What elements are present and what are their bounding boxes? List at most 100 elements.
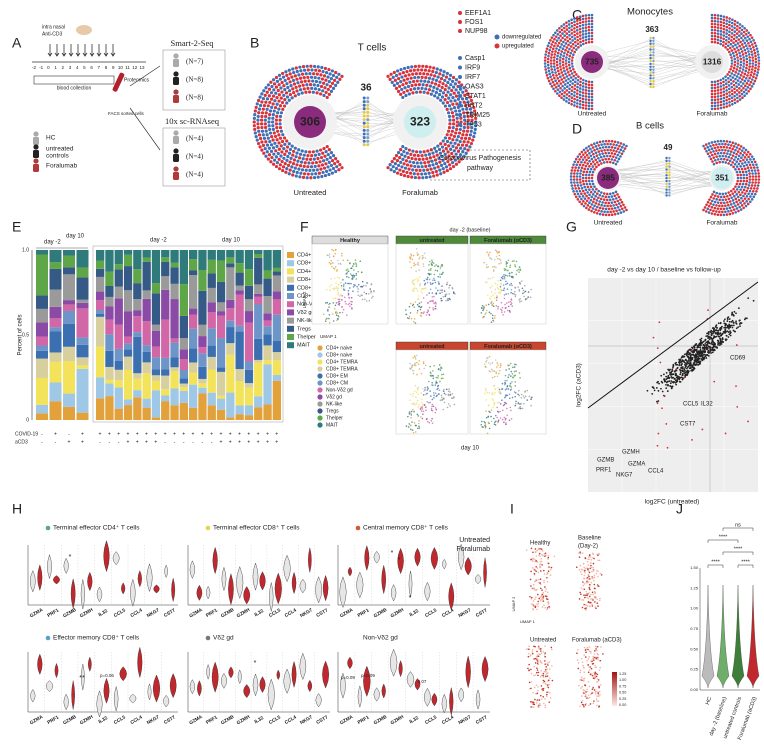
gene-dot	[580, 150, 584, 154]
violin	[430, 547, 438, 570]
cell-dot	[345, 273, 347, 275]
gene-point	[705, 357, 708, 359]
gene-dot	[740, 43, 744, 46]
mark-label: +	[136, 431, 139, 437]
label: Foralumab	[402, 188, 438, 197]
gene-label: GZMB	[220, 607, 236, 620]
gene-dot	[568, 83, 572, 87]
gene-dot	[258, 136, 263, 141]
gene-dot	[298, 76, 303, 80]
gene-dot	[750, 192, 754, 196]
gene-dot	[565, 96, 568, 100]
label: UMAP 2	[302, 291, 307, 308]
cell-dot	[501, 306, 504, 309]
cell-dot	[418, 302, 421, 305]
gene-point	[657, 389, 660, 392]
gene-dot	[737, 190, 741, 194]
gene-dot	[572, 178, 576, 181]
gene-dot	[722, 157, 726, 161]
gene-dot	[338, 163, 342, 167]
cell-dot	[481, 304, 484, 307]
gene-dot	[593, 210, 596, 214]
cell-dot	[508, 393, 511, 396]
cell-dot	[441, 289, 443, 291]
gene-dot	[391, 165, 395, 169]
gene-dot	[575, 48, 578, 51]
gene-dot	[435, 173, 439, 177]
gene-point	[726, 317, 729, 319]
cell-dot	[328, 321, 331, 324]
gene-dot	[725, 95, 729, 99]
gene-dot	[275, 102, 279, 106]
cell-dot	[511, 260, 514, 262]
gene-dot	[743, 79, 747, 83]
gene-dot	[312, 168, 316, 172]
gene-dot	[275, 138, 279, 142]
day-label: 11	[125, 65, 130, 70]
shared-dot	[362, 96, 366, 100]
cell-dot	[485, 312, 487, 314]
cell-dot	[500, 276, 503, 279]
cell-dot	[421, 406, 424, 408]
gene-dot	[727, 80, 730, 84]
violin	[340, 672, 346, 699]
gene-dot	[619, 155, 622, 158]
gene-point	[737, 326, 740, 328]
gene-dot	[455, 113, 459, 117]
shared-dot	[652, 45, 655, 48]
bar-segment	[170, 250, 179, 263]
gene-point	[687, 355, 690, 358]
bar-segment	[226, 267, 235, 300]
cell-dot	[346, 314, 348, 316]
gene-dot	[306, 75, 310, 79]
gene-label: CST7	[163, 607, 177, 618]
shared-dot	[652, 51, 655, 54]
gene-dot	[437, 92, 442, 97]
cell-dot	[361, 298, 364, 301]
shared-dot	[652, 82, 655, 86]
gene-dot	[452, 118, 456, 122]
bar-segment	[105, 334, 114, 351]
bar-segment	[207, 311, 216, 329]
person-body	[33, 150, 39, 158]
gene-dot	[325, 83, 329, 87]
gene-dot	[590, 31, 594, 35]
gene-dot	[441, 167, 445, 171]
violin	[37, 653, 43, 675]
gene-dot	[561, 84, 564, 88]
cell-dot	[424, 389, 426, 391]
bar-segment	[161, 401, 170, 420]
mark-label: +	[173, 431, 176, 437]
bar-segment	[170, 262, 179, 268]
gene-dot	[593, 185, 596, 188]
gene-dot	[722, 27, 726, 31]
gene-dot	[423, 172, 428, 176]
gene-point	[667, 384, 669, 387]
bar-segment	[263, 250, 272, 271]
gene-dot	[747, 79, 750, 83]
gene-dot	[716, 107, 720, 110]
gene-dot	[405, 151, 409, 155]
gene-dot	[725, 146, 729, 149]
gene-dot	[576, 89, 579, 92]
gene-dot	[298, 84, 302, 88]
gene-dot	[554, 89, 557, 93]
cell-dot	[344, 300, 347, 303]
gene-dot	[584, 98, 588, 101]
cell-dot	[490, 300, 493, 303]
bar-segment	[49, 289, 62, 307]
bar-segment	[263, 320, 272, 327]
gene-point	[731, 311, 734, 314]
gene-dot	[408, 80, 412, 84]
cell-dot	[434, 269, 437, 272]
cell-dot	[494, 388, 496, 390]
gene-dot	[740, 36, 743, 40]
edge	[667, 180, 717, 193]
gene-dot	[742, 59, 746, 62]
gene-dot	[605, 192, 609, 196]
gene-dot	[390, 160, 394, 164]
gene-dot	[278, 136, 283, 140]
gene-point	[752, 299, 755, 302]
title-dot	[45, 525, 51, 531]
bar-segment	[179, 349, 188, 360]
